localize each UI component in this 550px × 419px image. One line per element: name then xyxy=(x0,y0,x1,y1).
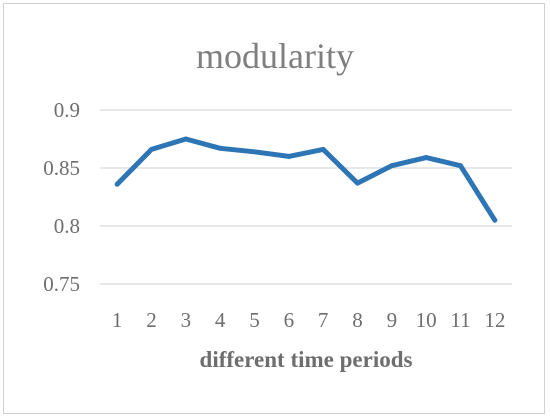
x-tick-label: 9 xyxy=(387,308,398,332)
x-tick-label: 7 xyxy=(318,308,329,332)
data-point xyxy=(183,136,189,142)
y-tick-label: 0.85 xyxy=(43,156,80,180)
x-tick-label: 10 xyxy=(416,308,437,332)
y-tick-label: 0.8 xyxy=(54,214,80,238)
series-line xyxy=(114,136,498,223)
data-point xyxy=(492,217,498,223)
chart-title: modularity xyxy=(196,36,354,76)
data-point xyxy=(423,155,429,160)
y-tick-label: 0.9 xyxy=(54,98,80,122)
data-point xyxy=(458,163,463,169)
x-axis-ticks: 1 2 3 4 5 6 7 8 9 10 11 12 xyxy=(112,308,505,332)
chart-frame xyxy=(3,3,545,414)
data-point xyxy=(149,147,154,152)
gridlines xyxy=(100,109,512,285)
x-tick-label: 6 xyxy=(284,308,295,332)
series-layer xyxy=(114,136,498,223)
data-point xyxy=(355,180,360,186)
data-point xyxy=(389,163,395,169)
data-point xyxy=(252,149,257,155)
data-point xyxy=(114,181,120,187)
x-tick-label: 8 xyxy=(352,308,363,332)
x-tick-label: 5 xyxy=(249,308,260,332)
x-axis-label: different time periods xyxy=(200,347,413,372)
data-point xyxy=(217,145,223,151)
data-point xyxy=(320,147,326,152)
x-tick-label: 1 xyxy=(112,308,123,332)
x-tick-label: 3 xyxy=(181,308,192,332)
x-tick-label: 12 xyxy=(484,308,505,332)
data-point xyxy=(286,154,292,159)
y-axis-ticks: 0.75 0.8 0.85 0.9 xyxy=(43,98,80,296)
x-tick-label: 2 xyxy=(146,308,157,332)
y-tick-label: 0.75 xyxy=(43,272,80,296)
x-tick-label: 11 xyxy=(450,308,470,332)
x-tick-label: 4 xyxy=(215,308,226,332)
